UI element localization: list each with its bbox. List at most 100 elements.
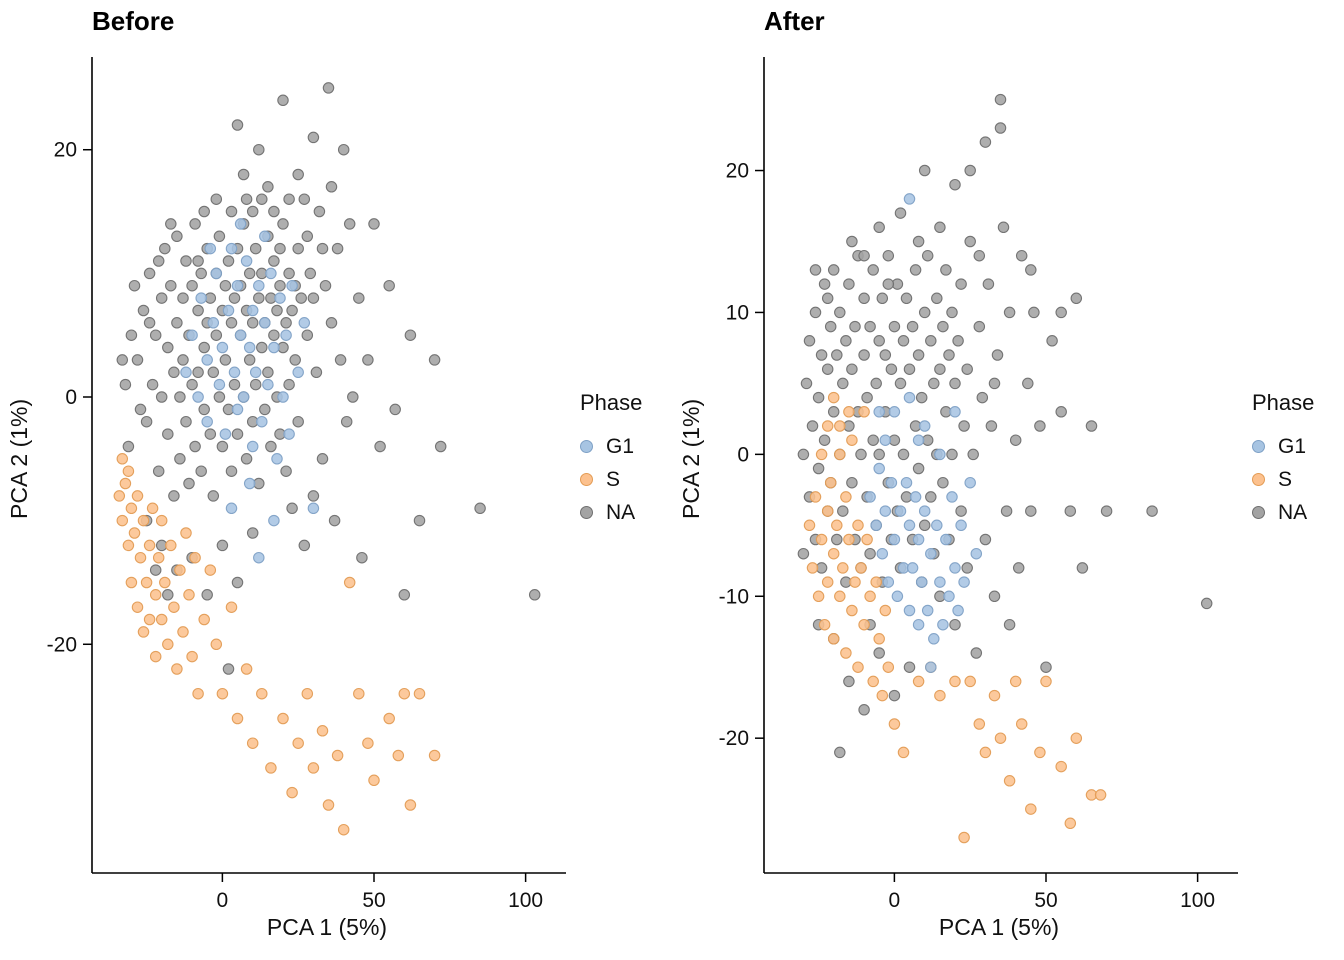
data-point-S xyxy=(131,601,144,613)
data-point-NA xyxy=(925,335,937,347)
data-point-NA xyxy=(143,267,156,280)
data-point-NA xyxy=(240,453,253,465)
data-point-G1 xyxy=(231,403,244,416)
data-point-NA xyxy=(271,304,283,317)
data-point-NA xyxy=(292,415,304,428)
data-point-S xyxy=(186,650,198,663)
data-point-S xyxy=(162,638,174,651)
data-point-S xyxy=(831,519,843,532)
data-point-NA xyxy=(809,264,822,276)
data-point-NA xyxy=(997,221,1010,234)
data-point-NA xyxy=(973,249,986,262)
data-point-S xyxy=(368,774,380,787)
data-point-NA xyxy=(374,440,386,453)
data-point-NA xyxy=(882,278,895,290)
data-point-G1 xyxy=(943,590,955,603)
data-point-NA xyxy=(292,242,304,255)
data-point-NA xyxy=(171,230,183,243)
data-point-NA xyxy=(1040,661,1052,673)
data-point-G1 xyxy=(231,279,244,292)
y-tick-label: 20 xyxy=(726,160,749,183)
data-point-G1 xyxy=(909,491,922,503)
data-point-G1 xyxy=(274,292,286,304)
data-point-NA xyxy=(274,279,286,292)
data-point-NA xyxy=(870,377,882,390)
data-point-NA xyxy=(912,462,925,475)
scatter-plot-after: 0 50 100 -20 -10 0 10 20 xyxy=(719,57,1238,912)
data-point-NA xyxy=(1085,420,1098,432)
data-point-G1 xyxy=(277,391,289,403)
data-point-NA xyxy=(800,377,813,390)
data-point-S xyxy=(870,576,882,588)
data-point-NA xyxy=(243,354,256,366)
data-point-NA xyxy=(389,403,401,416)
data-point-S xyxy=(131,490,144,502)
data-point-NA xyxy=(867,264,879,276)
data-point-S xyxy=(821,505,834,517)
data-point-S xyxy=(873,633,885,645)
data-point-NA xyxy=(307,292,320,304)
data-point-NA xyxy=(162,341,174,354)
data-point-NA xyxy=(298,539,311,552)
data-point-NA xyxy=(210,329,223,341)
data-point-NA xyxy=(231,428,244,440)
data-point-NA xyxy=(528,589,541,601)
data-point-NA xyxy=(873,335,885,347)
data-point-S xyxy=(994,732,1007,744)
data-point-G1 xyxy=(234,329,247,341)
data-point-NA xyxy=(337,143,350,156)
data-point-S xyxy=(231,712,244,725)
data-point-NA xyxy=(861,391,873,404)
data-point-S xyxy=(840,647,852,659)
data-point-G1 xyxy=(243,341,256,354)
data-point-S xyxy=(316,725,329,737)
data-point-NA xyxy=(1025,505,1037,517)
data-point-G1 xyxy=(225,242,238,255)
data-point-NA xyxy=(928,377,940,390)
data-point-G1 xyxy=(928,633,940,645)
data-point-S xyxy=(1070,732,1083,744)
data-point-S xyxy=(988,689,1001,702)
data-point-S xyxy=(867,675,879,688)
data-point-G1 xyxy=(882,576,895,588)
data-point-G1 xyxy=(946,491,958,503)
data-point-NA xyxy=(204,428,217,440)
data-point-NA xyxy=(982,278,995,290)
x-axis-label: PCA 1 (5%) xyxy=(938,914,1060,940)
data-point-NA xyxy=(991,349,1004,361)
data-point-NA xyxy=(831,349,843,361)
data-point-NA xyxy=(180,415,192,428)
data-point-S xyxy=(116,514,129,527)
data-point-NA xyxy=(228,292,241,304)
legend-dot-icon xyxy=(1252,506,1265,519)
data-point-NA xyxy=(331,242,344,255)
data-point-G1 xyxy=(253,279,265,292)
data-point-NA xyxy=(159,242,171,255)
data-point-NA xyxy=(149,329,162,341)
data-point-NA xyxy=(1100,505,1113,517)
data-point-G1 xyxy=(912,533,925,546)
data-point-NA xyxy=(155,391,168,403)
data-point-G1 xyxy=(225,502,238,515)
data-point-NA xyxy=(961,363,973,375)
y-tick-label: 20 xyxy=(54,139,77,162)
data-point-NA xyxy=(307,490,320,502)
data-point-NA xyxy=(873,647,885,659)
data-point-S xyxy=(815,448,828,461)
data-point-NA xyxy=(313,205,326,218)
data-point-NA xyxy=(362,354,374,366)
data-point-G1 xyxy=(256,415,268,428)
data-point-NA xyxy=(946,448,958,461)
data-point-NA xyxy=(894,377,907,390)
data-point-NA xyxy=(858,704,870,716)
data-point-NA xyxy=(809,306,822,319)
data-point-NA xyxy=(1046,335,1058,347)
data-point-NA xyxy=(174,391,186,403)
data-point-NA xyxy=(949,377,961,390)
data-point-NA xyxy=(903,661,916,673)
data-point-G1 xyxy=(210,267,223,280)
data-point-S xyxy=(1040,675,1052,688)
data-point-NA xyxy=(1012,562,1025,574)
data-point-S xyxy=(843,533,855,546)
data-point-NA xyxy=(888,689,901,702)
